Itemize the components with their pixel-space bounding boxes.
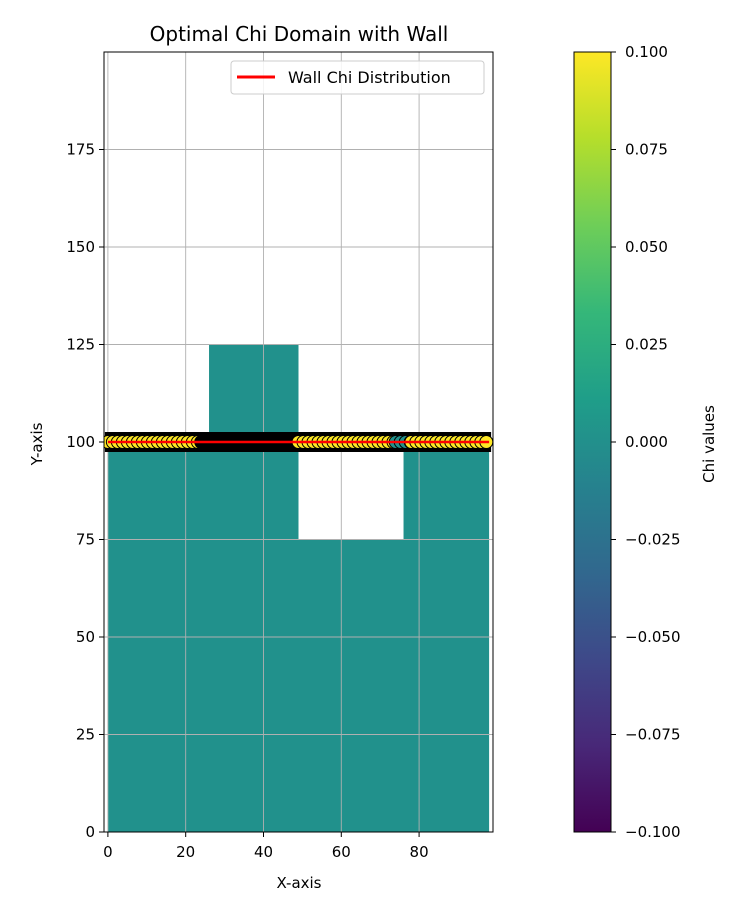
x-tick-label: 60 — [332, 843, 351, 861]
colorbar-tick-label: 0.000 — [625, 433, 668, 451]
colorbar-gradient — [573, 51, 612, 833]
colorbar-tick-label: −0.100 — [625, 823, 681, 841]
colorbar: −0.100 −0.075 −0.050 −0.025 0.000 0.025 0.050 0… — [573, 43, 718, 841]
y-tick-label: 0 — [85, 823, 95, 841]
colorbar-tick-label: 0.075 — [625, 141, 668, 159]
x-tick-label: 0 — [103, 843, 113, 861]
y-tick-label: 75 — [76, 531, 95, 549]
y-tick-label: 150 — [66, 238, 95, 256]
domain-hole — [298, 442, 404, 540]
colorbar-tick-label: 0.100 — [625, 43, 668, 61]
y-tick-label: 175 — [66, 141, 95, 159]
y-tick-label: 25 — [76, 726, 95, 744]
domain-region — [209, 344, 299, 442]
colorbar-tick-label: 0.025 — [625, 336, 668, 354]
y-axis-label: Y-axis — [28, 422, 46, 466]
x-axis-label: X-axis — [277, 874, 322, 892]
chart-title: Optimal Chi Domain with Wall — [150, 22, 449, 46]
x-tick-label: 40 — [254, 843, 273, 861]
x-tick-label: 20 — [176, 843, 195, 861]
x-tick-label: 80 — [410, 843, 429, 861]
colorbar-tick-label: 0.050 — [625, 238, 668, 256]
y-tick-label: 50 — [76, 628, 95, 646]
colorbar-tick-label: −0.025 — [625, 531, 681, 549]
legend: Wall Chi Distribution — [230, 60, 485, 95]
colorbar-tick-label: −0.050 — [625, 628, 681, 646]
y-tick-label: 125 — [66, 336, 95, 354]
plot-area: 0 20 40 60 80 0 25 50 75 100 125 150 175 — [66, 51, 494, 861]
legend-box — [230, 60, 485, 95]
y-tick-label: 100 — [66, 433, 95, 451]
legend-label: Wall Chi Distribution — [288, 68, 451, 87]
colorbar-label: Chi values — [700, 405, 718, 483]
colorbar-tick-label: −0.075 — [625, 726, 681, 744]
